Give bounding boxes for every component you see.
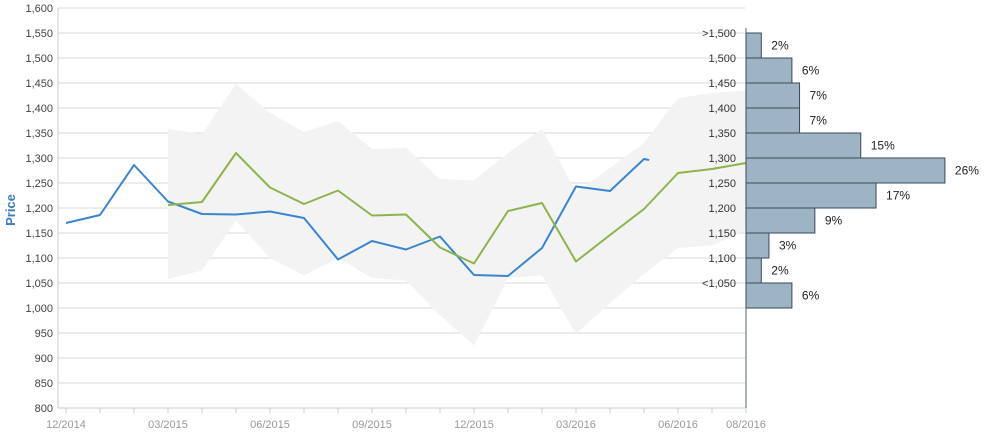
x-tick-label: 06/2016 <box>658 419 698 431</box>
y-tick-label: 1,300 <box>25 153 53 165</box>
histogram-bin-label: 1,350 <box>708 128 736 140</box>
histogram-percent-label: 2% <box>771 264 789 278</box>
histogram-percent-label: 6% <box>802 64 820 78</box>
histogram-percent-label: 17% <box>886 189 910 203</box>
y-tick-label: 800 <box>35 403 53 415</box>
histogram-bin-label: >1,500 <box>702 28 736 40</box>
histogram-bar <box>746 33 761 58</box>
histogram-bin-label: 1,200 <box>708 203 736 215</box>
x-tick-label: 12/2014 <box>46 419 86 431</box>
y-tick-label: 1,350 <box>25 128 53 140</box>
histogram-percent-label: 15% <box>871 139 895 153</box>
y-tick-label: 850 <box>35 378 53 390</box>
histogram-percent-label: 7% <box>810 114 828 128</box>
histogram-percent-label: 3% <box>779 239 797 253</box>
y-tick-label: 1,150 <box>25 228 53 240</box>
y-tick-label: 1,400 <box>25 103 53 115</box>
y-tick-label: 950 <box>35 328 53 340</box>
histogram-percent-label: 7% <box>810 89 828 103</box>
histogram-bar <box>746 258 761 283</box>
y-tick-label: 1,450 <box>25 78 53 90</box>
y-axis-ticks: 800 850 900 950 1,000 1,050 1,100 1,150 1,200 1,2… <box>25 3 53 415</box>
forecast-range-area <box>168 84 746 346</box>
x-tick-label: 08/2016 <box>726 419 766 431</box>
histogram-bin-label: 1,100 <box>708 253 736 265</box>
histogram-percent-label: 2% <box>771 39 789 53</box>
y-tick-label: 1,550 <box>25 28 53 40</box>
histogram-bar <box>746 83 800 108</box>
histogram-bin-label: 1,400 <box>708 103 736 115</box>
histogram-bar <box>746 233 769 258</box>
histogram-bar <box>746 283 792 308</box>
histogram-bin-label: 1,500 <box>708 53 736 65</box>
histogram-bar <box>746 58 792 83</box>
histogram-bin-label: 1,150 <box>708 228 736 240</box>
y-tick-label: 1,100 <box>25 253 53 265</box>
histogram-bar <box>746 208 815 233</box>
histogram-bar <box>746 133 861 158</box>
y-tick-label: 1,600 <box>25 3 53 15</box>
histogram-bin-label: 1,450 <box>708 78 736 90</box>
y-tick-label: 1,050 <box>25 278 53 290</box>
y-tick-label: 1,200 <box>25 203 53 215</box>
y-axis-label: Price <box>3 194 18 226</box>
histogram-percent-label: 6% <box>802 289 820 303</box>
x-tick-label: 03/2015 <box>148 419 188 431</box>
histogram-percent-label: 26% <box>955 164 979 178</box>
y-tick-label: 1,500 <box>25 53 53 65</box>
x-tick-label: 06/2015 <box>250 419 290 431</box>
histogram-bin-label: 1,300 <box>708 153 736 165</box>
histogram-percent-label: 9% <box>825 214 843 228</box>
y-tick-label: 900 <box>35 353 53 365</box>
histogram-bar <box>746 183 876 208</box>
histogram-bar <box>746 108 800 133</box>
x-axis-ticks: 12/2014 03/2015 06/2015 09/2015 12/2015 03/20… <box>46 419 766 431</box>
y-tick-label: 1,000 <box>25 303 53 315</box>
x-tick-label: 12/2015 <box>454 419 494 431</box>
histogram-bar <box>746 158 945 183</box>
y-tick-label: 1,250 <box>25 178 53 190</box>
histogram-bin-label: 1,250 <box>708 178 736 190</box>
histogram-bin-label: <1,050 <box>702 278 736 290</box>
x-tick-label: 09/2015 <box>352 419 392 431</box>
x-tick-label: 03/2016 <box>556 419 596 431</box>
forecast-band <box>168 84 746 346</box>
